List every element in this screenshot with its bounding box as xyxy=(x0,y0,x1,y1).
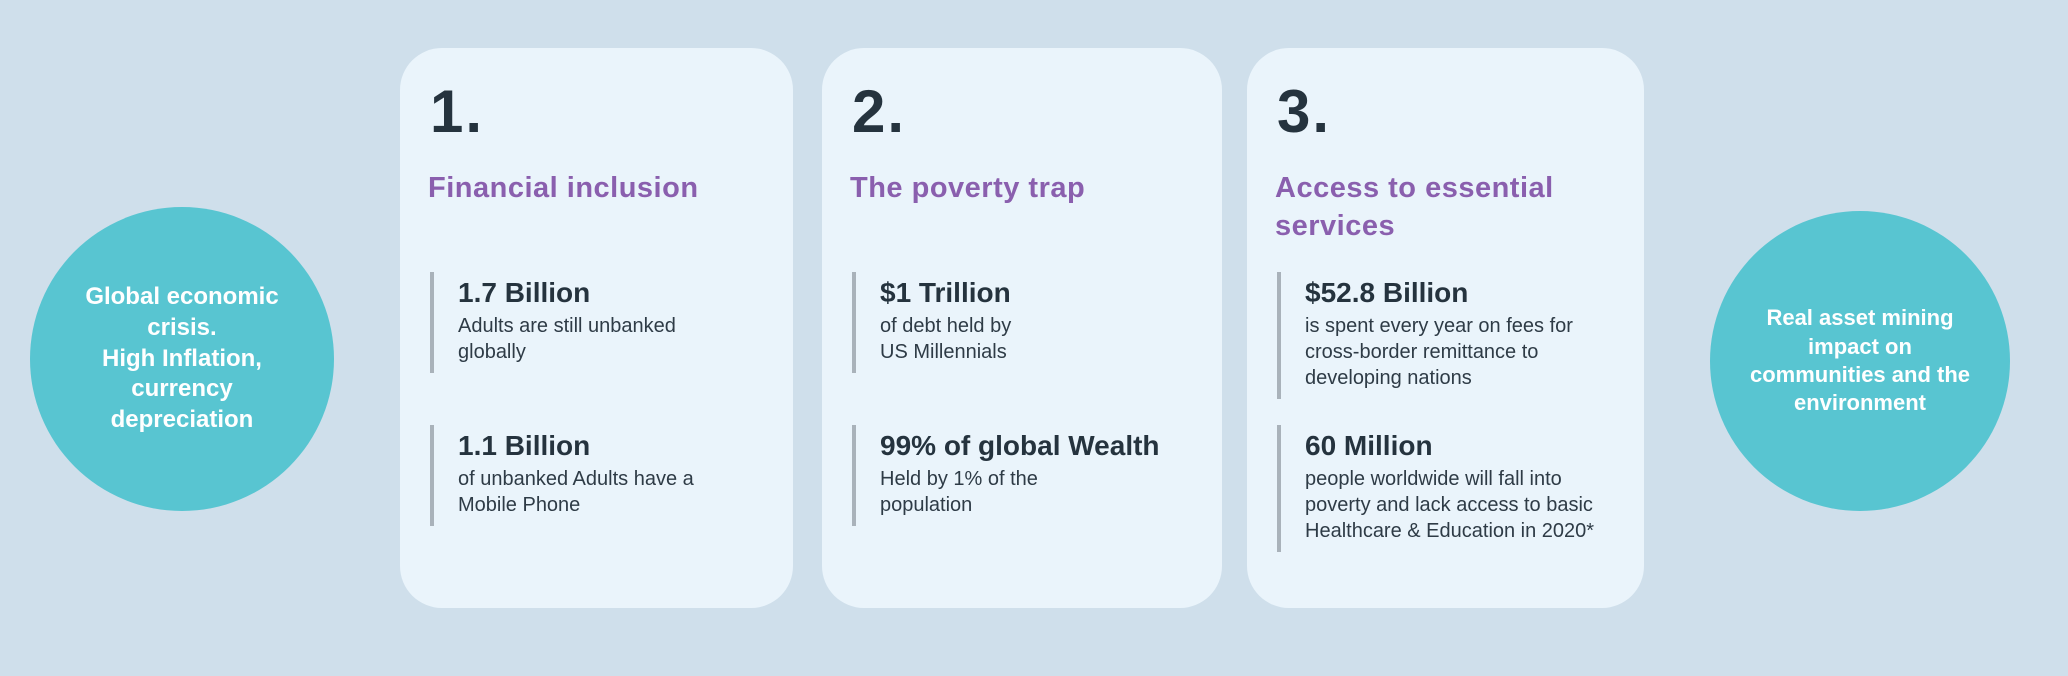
card-title: The poverty trap xyxy=(850,172,1086,204)
card-title: Access to essential services xyxy=(1275,172,1554,242)
stat-value: $52.8 Billion xyxy=(1305,277,1469,308)
stat-block: $1 Trillion of debt held by US Millennia… xyxy=(852,272,1196,373)
stat-description: of unbanked Adults have a Mobile Phone xyxy=(458,467,694,516)
stat-description: people worldwide will fall into poverty … xyxy=(1305,467,1595,542)
stat-value: 1.1 Billion xyxy=(458,430,591,461)
stat-block: 1.7 Billion Adults are still unbanked gl… xyxy=(430,272,767,373)
card-poverty-trap: 2. The poverty trap $1 Trillion of debt … xyxy=(822,48,1222,608)
right-circle: Real asset mining impact on communities … xyxy=(1710,211,2010,511)
card-title: Financial inclusion xyxy=(428,172,699,204)
card-number: 1. xyxy=(430,78,485,145)
card-access-essential-services: 3. Access to essential services $52.8 Bi… xyxy=(1247,48,1644,608)
card-financial-inclusion: 1. Financial inclusion 1.7 Billion Adult… xyxy=(400,48,793,608)
stat-description: of debt held by US Millennials xyxy=(880,314,1012,363)
card-number: 3. xyxy=(1277,78,1332,145)
stat-value: 1.7 Billion xyxy=(458,277,591,308)
stat-block: $52.8 Billion is spent every year on fee… xyxy=(1277,272,1618,399)
stat-description: Held by 1% of the population xyxy=(880,467,1038,516)
stat-block: 1.1 Billion of unbanked Adults have a Mo… xyxy=(430,425,767,526)
stat-block: 99% of global Wealth Held by 1% of the p… xyxy=(852,425,1196,526)
right-circle-text: Real asset mining impact on communities … xyxy=(1749,305,1971,416)
stat-value: 99% of global Wealth xyxy=(880,430,1160,461)
stat-description: is spent every year on fees for cross-bo… xyxy=(1305,314,1573,389)
stat-value: $1 Trillion xyxy=(880,277,1011,308)
left-circle-text: Global economic crisis. High Inflation, … xyxy=(85,282,279,434)
card-number: 2. xyxy=(852,78,907,145)
stat-value: 60 Million xyxy=(1305,430,1433,461)
stat-block: 60 Million people worldwide will fall in… xyxy=(1277,425,1618,552)
stat-description: Adults are still unbanked globally xyxy=(458,314,676,363)
left-circle: Global economic crisis. High Inflation, … xyxy=(30,207,334,511)
